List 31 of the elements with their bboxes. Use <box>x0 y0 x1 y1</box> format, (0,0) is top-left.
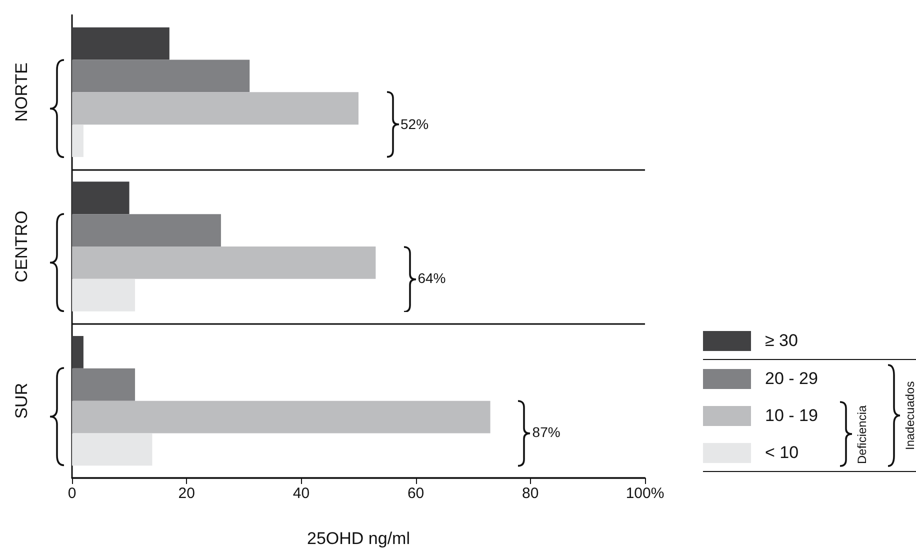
bar <box>72 92 358 125</box>
bar <box>72 246 376 279</box>
x-tick-label: 0 <box>68 485 76 502</box>
legend-label: 20 - 29 <box>765 368 818 388</box>
text: Deficiencia <box>855 404 869 464</box>
bar <box>72 124 84 157</box>
bar <box>72 27 170 60</box>
annotation: 52% <box>400 116 429 132</box>
bar <box>72 433 152 466</box>
legend-label: 10 - 19 <box>765 406 818 426</box>
x-tick-label: 80 <box>522 485 539 502</box>
bar <box>72 400 490 434</box>
text: Inadecuados <box>903 381 916 450</box>
bar <box>72 336 84 368</box>
bar <box>72 368 136 401</box>
x-tick-label: 40 <box>292 485 310 502</box>
bar <box>72 278 136 312</box>
x-tick-label: 60 <box>407 485 424 502</box>
x-axis-title: 25OHD ng/ml <box>307 529 410 548</box>
x-tick-label: 100% <box>626 485 664 502</box>
bar <box>72 214 221 246</box>
legend-label: < 10 <box>765 442 799 462</box>
annotation: 87% <box>532 424 560 440</box>
x-tick-label: 20 <box>178 485 195 502</box>
y-tick-label: NORTE <box>12 62 31 122</box>
legend-label: ≥ 30 <box>765 330 798 350</box>
bar <box>72 60 250 92</box>
y-tick-label: SUR <box>12 382 31 419</box>
y-tick-label: CENTRO <box>12 210 31 282</box>
bar <box>72 182 130 214</box>
annotation: 64% <box>418 270 446 286</box>
